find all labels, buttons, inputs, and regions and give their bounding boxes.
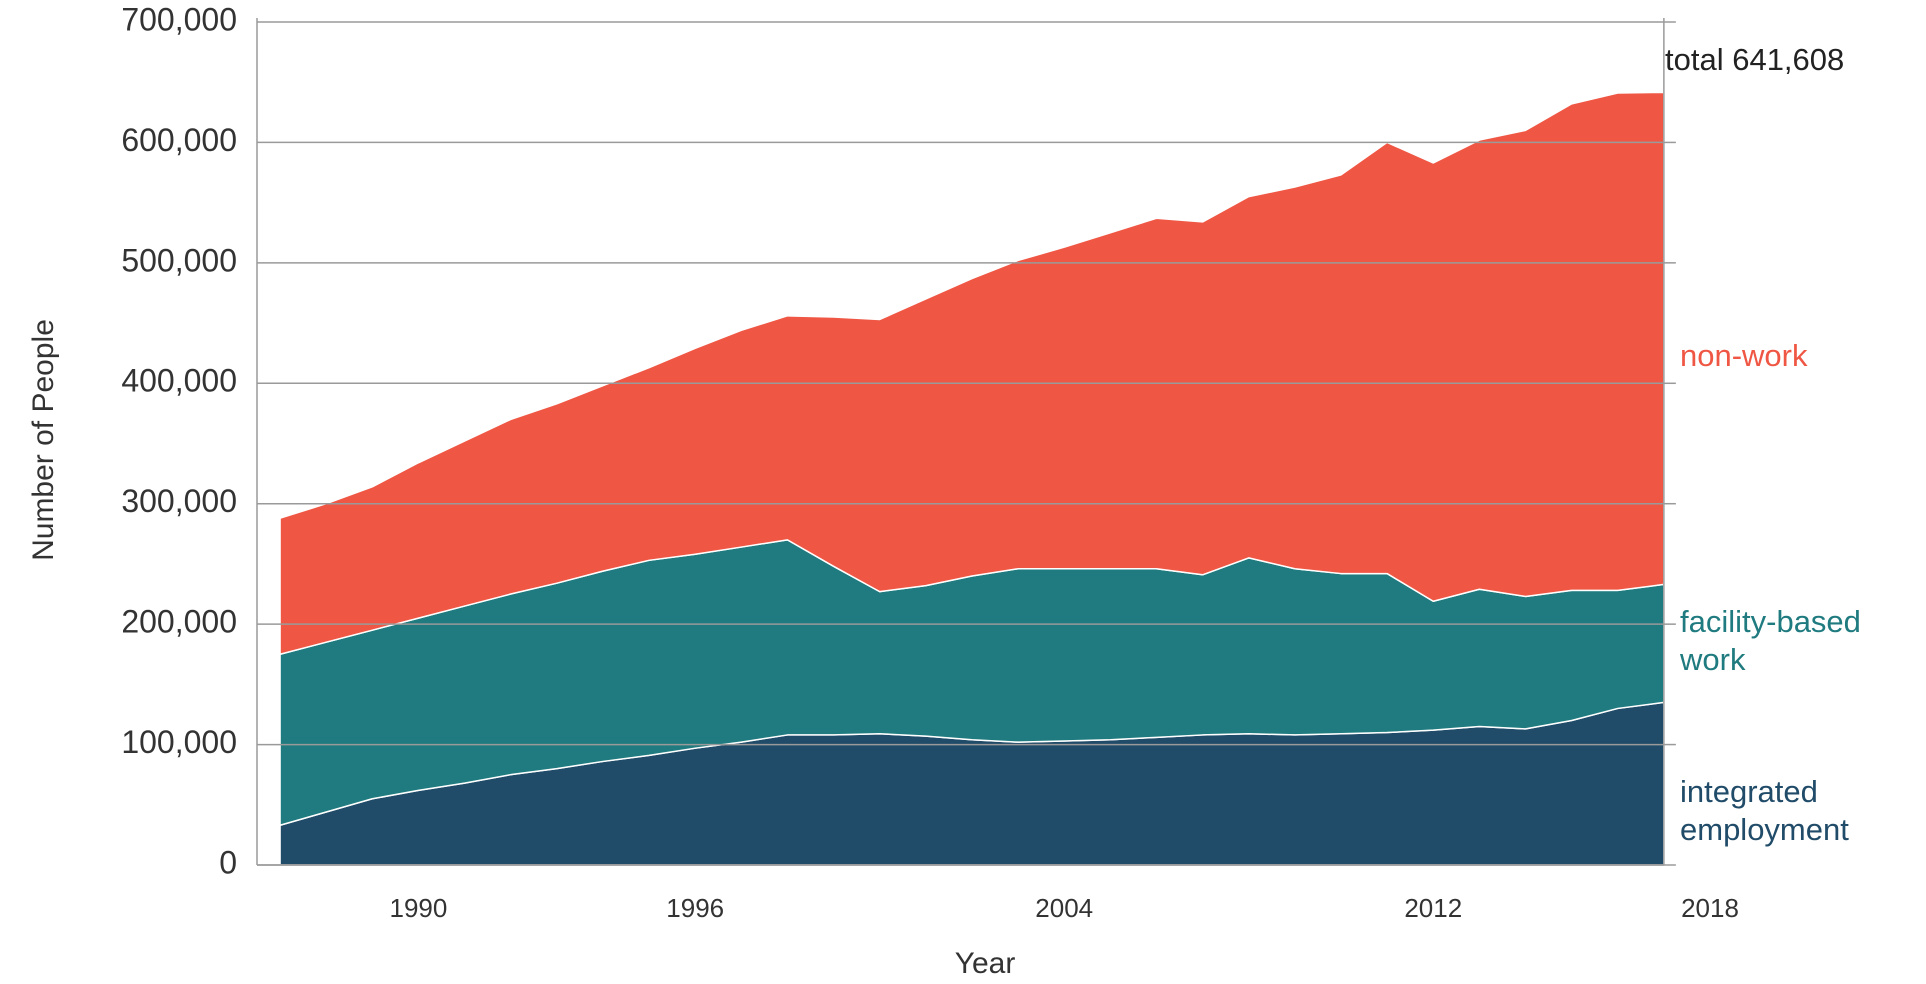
series-label: integrated employment bbox=[1680, 774, 1849, 847]
y-tick-label: 500,000 bbox=[121, 242, 237, 278]
y-tick-label: 600,000 bbox=[121, 122, 237, 158]
series-label: non-work bbox=[1680, 338, 1808, 373]
area bbox=[279, 91, 1665, 655]
x-axis-label: Year bbox=[955, 947, 1016, 980]
plot-area bbox=[279, 91, 1665, 866]
y-tick-label: 200,000 bbox=[121, 604, 237, 640]
x-tick-label: 1996 bbox=[666, 893, 724, 923]
y-tick-label: 0 bbox=[219, 844, 237, 880]
x-tick-label: 2004 bbox=[1035, 893, 1093, 923]
x-tick-label: 2018 bbox=[1681, 893, 1739, 923]
y-tick-label: 400,000 bbox=[121, 363, 237, 399]
total-annotation: total 641,608 bbox=[1665, 42, 1844, 77]
y-tick-label: 700,000 bbox=[121, 1, 237, 37]
series-label: facility-based work bbox=[1680, 604, 1861, 677]
y-axis-label: Number of People bbox=[27, 319, 60, 561]
x-tick-label: 1990 bbox=[390, 893, 448, 923]
x-tick-label: 2012 bbox=[1404, 893, 1462, 923]
y-tick-label: 300,000 bbox=[121, 483, 237, 519]
y-tick-label: 100,000 bbox=[121, 724, 237, 760]
